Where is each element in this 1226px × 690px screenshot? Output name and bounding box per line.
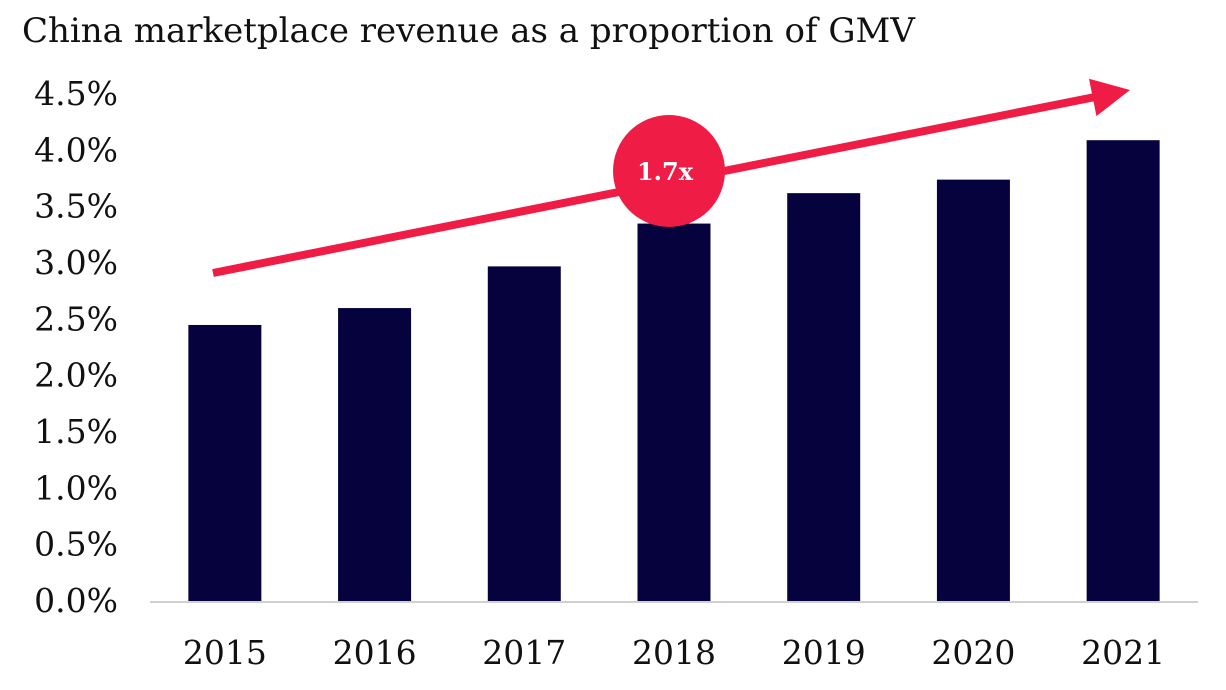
growth-badge-label: 1.7x: [637, 157, 694, 186]
y-tick-label: 3.0%: [34, 243, 118, 282]
y-axis: 0.0% 0.5% 1.0% 1.5% 2.0% 2.5% 3.0% 3.5% 4.0% 4.5%: [34, 74, 118, 620]
y-tick-label: 4.5%: [34, 74, 118, 113]
y-tick-label: 1.5%: [34, 412, 118, 451]
x-tick-label: 2021: [1081, 633, 1165, 672]
growth-badge: [613, 115, 725, 227]
chart-title: China marketplace revenue as a proportio…: [22, 11, 916, 51]
x-tick-label: 2017: [482, 633, 566, 672]
y-tick-label: 4.0%: [34, 130, 118, 169]
y-tick-label: 2.0%: [34, 356, 118, 395]
x-tick-label: 2016: [333, 633, 417, 672]
trend-arrow-head: [1089, 78, 1130, 117]
bar-2015: [188, 324, 262, 601]
x-tick-label: 2018: [632, 633, 716, 672]
bar-2021: [1086, 140, 1160, 601]
bar-2020: [936, 179, 1010, 602]
bars: [188, 140, 1160, 602]
y-tick-label: 2.5%: [34, 299, 118, 338]
y-tick-label: 3.5%: [34, 187, 118, 226]
bar-2018: [637, 223, 711, 602]
bar-2017: [487, 266, 561, 601]
bar-2019: [787, 193, 861, 601]
x-tick-label: 2015: [183, 633, 267, 672]
x-axis: 2015 2016 2017 2018 2019 2020 2021: [183, 633, 1165, 672]
y-tick-label: 1.0%: [34, 468, 118, 507]
y-tick-label: 0.5%: [34, 525, 118, 564]
x-tick-label: 2020: [931, 633, 1015, 672]
y-tick-label: 0.0%: [34, 581, 118, 620]
x-tick-label: 2019: [782, 633, 866, 672]
bar-2016: [338, 308, 412, 601]
trend-annotation: 1.7x: [212, 78, 1130, 277]
